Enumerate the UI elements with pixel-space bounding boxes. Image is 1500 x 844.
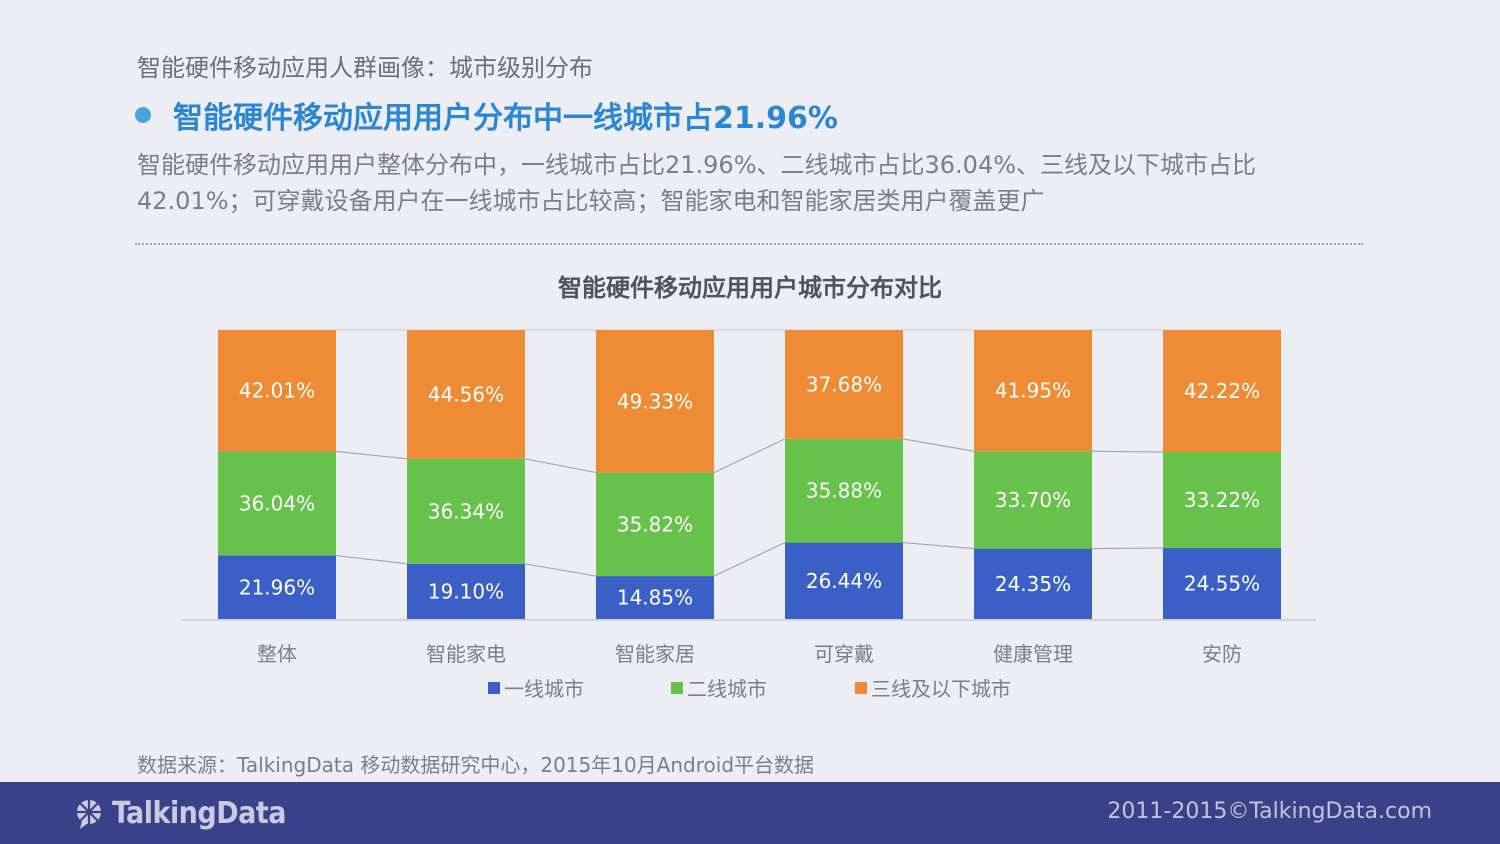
bar-segment — [218, 451, 336, 556]
data-label: 37.68% — [806, 372, 882, 396]
chart-title: 智能硬件移动应用用户城市分布对比 — [558, 274, 942, 302]
divider — [135, 243, 1363, 245]
bar-segment — [974, 451, 1092, 549]
logo: TalkingData — [74, 796, 286, 831]
series-connector-line — [335, 450, 408, 460]
data-label: 19.10% — [428, 579, 504, 603]
category-label: 健康管理 — [993, 642, 1073, 666]
series-connector-line — [1091, 547, 1164, 550]
bar-segment — [974, 548, 1092, 619]
series-connector-line — [713, 438, 786, 474]
logo-text: TalkingData — [112, 796, 286, 831]
bullet-icon — [135, 107, 151, 123]
data-label: 42.01% — [239, 379, 315, 403]
bar-segment — [596, 472, 714, 577]
talkingdata-logo-icon — [77, 799, 101, 829]
data-label: 49.33% — [617, 389, 693, 413]
data-label: 24.35% — [995, 572, 1071, 596]
legend-label: 三线及以下城市 — [871, 677, 1011, 701]
data-label: 36.34% — [428, 499, 504, 523]
legend-swatch-tier2 — [671, 681, 683, 694]
category-label: 安防 — [1202, 642, 1242, 666]
stacked-bar-chart: 21.96% 36.04% 42.01% 19.10% 36.34% 44.56% 14.8… — [182, 329, 1316, 666]
legend-swatch-tier3 — [855, 681, 867, 694]
data-label: 35.82% — [617, 512, 693, 536]
bar-segment — [596, 330, 714, 473]
bar-segment — [1163, 330, 1281, 453]
category-label: 智能家居 — [615, 642, 695, 666]
bar-segment — [596, 576, 714, 619]
bar-segment — [1163, 548, 1281, 619]
data-label: 36.04% — [239, 491, 315, 515]
copyright: 2011-2015©TalkingData.com — [1107, 799, 1432, 824]
data-label: 42.22% — [1184, 379, 1260, 403]
series-connector-line — [524, 563, 597, 577]
bar-segment — [407, 563, 525, 619]
legend-label: 二线城市 — [687, 677, 767, 701]
bar-segment — [1163, 452, 1281, 549]
bar-segment — [218, 555, 336, 619]
category-label: 整体 — [257, 642, 297, 666]
series-connector-line — [335, 554, 408, 565]
series-connector-line — [524, 458, 597, 474]
series-connector-line — [902, 541, 975, 550]
series-connector-line — [713, 542, 786, 577]
bar-segment — [407, 330, 525, 459]
bar-segment — [407, 458, 525, 564]
legend-item-tier2: 二线城市 — [671, 673, 767, 702]
data-source: 数据来源：TalkingData 移动数据研究中心，2015年10月Androi… — [137, 753, 815, 777]
series-connector-line — [902, 438, 975, 452]
category-label: 可穿戴 — [814, 642, 874, 666]
bar-segment — [974, 330, 1092, 452]
bar-segment — [785, 330, 903, 439]
bar-segment — [785, 542, 903, 619]
data-label: 24.55% — [1184, 572, 1260, 596]
data-label: 33.22% — [1184, 488, 1260, 512]
data-label: 14.85% — [617, 586, 693, 610]
headline: 智能硬件移动应用用户分布中一线城市占21.96% — [135, 93, 838, 137]
category-label: 智能家电 — [426, 642, 506, 666]
headline-text: 智能硬件移动应用用户分布中一线城市占21.96% — [173, 101, 838, 136]
data-label: 26.44% — [806, 569, 882, 593]
data-label: 44.56% — [428, 382, 504, 406]
footer-bar: TalkingData 2011-2015©TalkingData.com — [0, 782, 1500, 844]
data-label: 21.96% — [239, 575, 315, 599]
legend-label: 一线城市 — [504, 677, 584, 701]
data-label: 41.95% — [995, 379, 1071, 403]
bar-segment — [785, 438, 903, 543]
data-label: 33.70% — [995, 488, 1071, 512]
page-subtitle: 智能硬件移动应用人群画像：城市级别分布 — [137, 54, 593, 82]
data-label: 35.88% — [806, 479, 882, 503]
legend-item-tier3: 三线及以下城市 — [855, 673, 1011, 702]
series-connector-line — [1091, 450, 1164, 453]
legend-swatch-tier1 — [488, 681, 500, 694]
legend-item-tier1: 一线城市 — [488, 673, 584, 702]
description: 智能硬件移动应用用户整体分布中，一线城市占比21.96%、二线城市占比36.04… — [137, 151, 1257, 215]
bar-segment — [218, 330, 336, 452]
chart-legend: 一线城市 二线城市 三线及以下城市 — [0, 673, 1500, 701]
